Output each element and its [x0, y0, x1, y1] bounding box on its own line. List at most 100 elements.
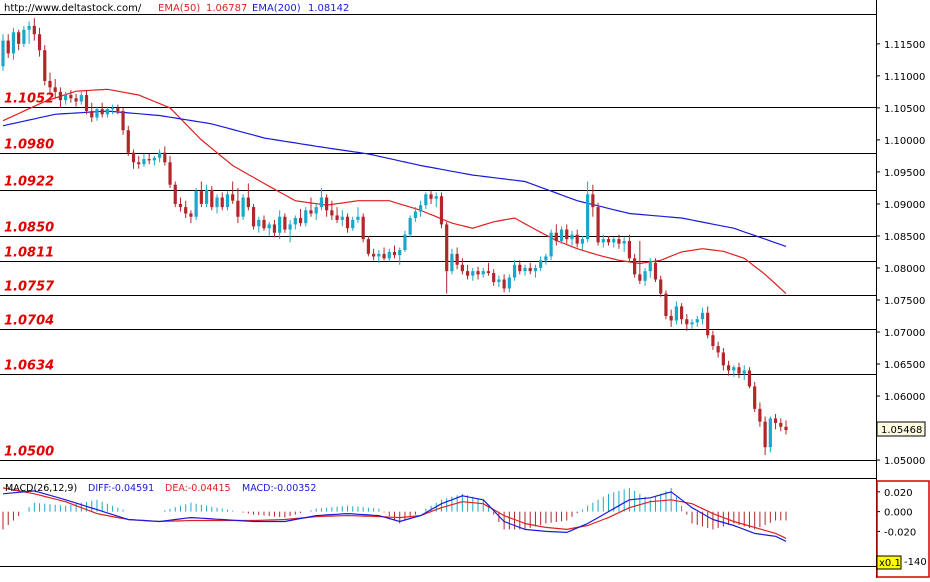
candle-body — [32, 25, 36, 35]
candle-body — [225, 194, 230, 208]
candle-body — [105, 109, 109, 115]
site-url[interactable]: http://www.deltastock.com/ — [4, 3, 142, 14]
candle-body — [351, 219, 355, 229]
candle-body — [304, 210, 308, 224]
candle-body — [606, 239, 611, 243]
candle-body — [502, 279, 506, 289]
candle-body — [163, 152, 167, 163]
candle-body — [539, 260, 543, 268]
macd-multiplier-badge — [876, 555, 902, 570]
candle-body — [147, 159, 151, 161]
candle-body — [199, 191, 203, 204]
candle-body — [544, 256, 548, 261]
ema50-value: 1.06787 — [206, 3, 247, 14]
candle-body — [137, 162, 141, 165]
level-label: 1.0922 — [4, 175, 54, 190]
candle-body — [126, 130, 130, 153]
price-tick-label: 1.07000 — [884, 328, 925, 339]
candle-body — [518, 264, 522, 272]
candle-body — [325, 197, 329, 211]
candle-body — [533, 267, 538, 272]
candle-body — [142, 159, 146, 165]
macd-value-label: MACD:-0.00352 — [242, 483, 316, 494]
candle-body — [11, 32, 16, 54]
level-label: 1.0811 — [4, 246, 54, 261]
candle-body — [492, 273, 496, 283]
candle-body — [345, 216, 350, 229]
candle-body — [178, 203, 183, 208]
level-label: 1.0500 — [4, 445, 54, 460]
candle-body — [413, 211, 417, 219]
candle-body — [627, 241, 631, 259]
candle-body — [408, 218, 412, 235]
candle-body — [554, 232, 558, 242]
candle-body — [37, 34, 42, 51]
candle-body — [659, 279, 663, 294]
candle-body — [742, 370, 746, 374]
level-label: 1.0634 — [4, 359, 54, 374]
candle-body — [455, 253, 459, 265]
candle-body — [1, 40, 5, 67]
candle-body — [278, 216, 282, 233]
candle-body — [90, 111, 94, 118]
ema50-label: EMA(50) — [158, 3, 200, 14]
candle-body — [653, 262, 658, 280]
candle-body — [43, 50, 47, 81]
candle-body — [424, 194, 428, 206]
candle-body — [460, 264, 464, 272]
candle-body — [711, 335, 715, 347]
candle-body — [319, 197, 324, 208]
candle-body — [58, 91, 63, 101]
candle-body — [580, 239, 585, 244]
candle-body — [64, 95, 68, 101]
candle-body — [633, 258, 637, 275]
candle-body — [737, 367, 741, 374]
candle-body — [706, 312, 710, 336]
candle-body — [648, 262, 652, 272]
candle-body — [591, 194, 595, 208]
candle-body — [215, 197, 219, 208]
candle-body — [251, 207, 256, 227]
candle-body — [773, 418, 778, 423]
candle-body — [330, 210, 334, 216]
candle-body — [419, 205, 423, 212]
candle-body — [680, 306, 684, 320]
candle-body — [507, 277, 511, 289]
level-label: 1.0757 — [4, 280, 55, 295]
candle-body — [262, 219, 266, 229]
candle-body — [465, 271, 470, 276]
price-tick-label: 1.07500 — [884, 296, 925, 307]
candle-body — [575, 234, 579, 244]
candle-body — [17, 32, 21, 44]
candle-body — [758, 408, 762, 422]
current-price-badge — [876, 421, 926, 437]
candle-body — [674, 306, 678, 321]
candle-body — [158, 152, 162, 158]
candle-body — [231, 194, 235, 201]
candle-body — [79, 95, 83, 102]
macd-diff-line — [2, 490, 787, 542]
candle-body — [356, 216, 360, 220]
candle-body — [398, 250, 402, 256]
level-label: 1.0850 — [4, 221, 54, 236]
ema200-line — [2, 110, 787, 247]
macd-tick-label: 0.020 — [884, 488, 913, 499]
level-lines: 1.1052 1.0980 1.0922 1.0850 1.0811 1.0757 1.07… — [0, 92, 876, 461]
candles — [1, 18, 788, 455]
macd-multiplier-value: x0.1 — [879, 558, 901, 569]
macd-axis-frame — [876, 480, 930, 578]
price-tick-label: 1.09000 — [884, 200, 925, 211]
candle-body — [194, 191, 198, 217]
price-tick-label: 1.10000 — [884, 136, 925, 147]
macd-indicator — [2, 487, 787, 542]
candle-body — [293, 218, 297, 225]
candle-body — [716, 346, 720, 353]
candle-body — [763, 421, 767, 448]
candle-body — [272, 224, 277, 233]
candle-body — [298, 218, 303, 224]
candle-body — [173, 184, 177, 204]
candle-body — [732, 367, 736, 371]
candle-body — [189, 213, 193, 217]
